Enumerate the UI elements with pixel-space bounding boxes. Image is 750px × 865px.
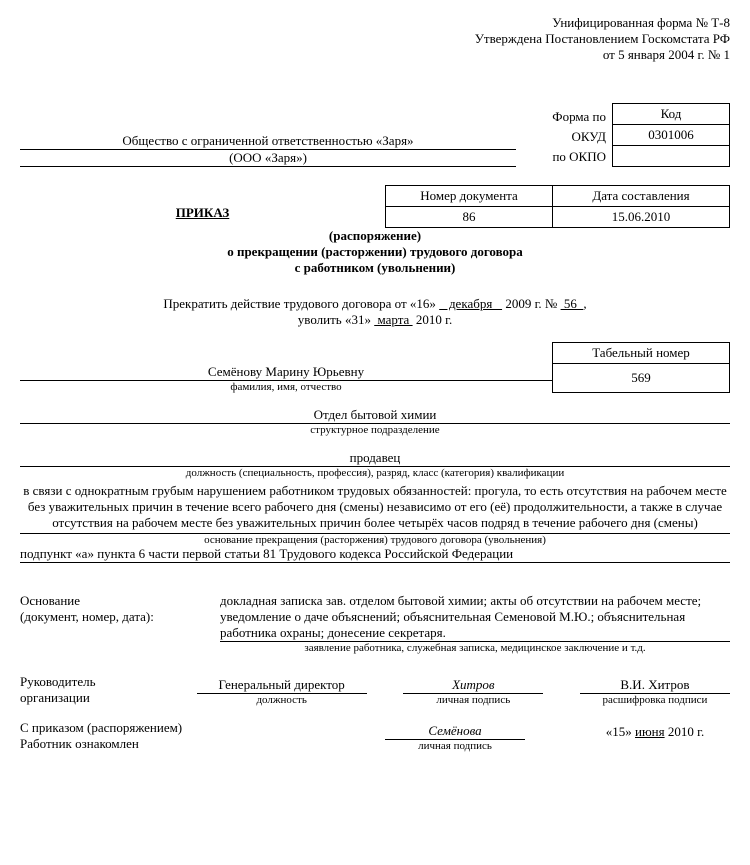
form-header-line1: Унифицированная форма № Т-8 xyxy=(20,15,730,31)
basis-cap: заявление работника, служебная записка, … xyxy=(220,642,730,654)
head-name: В.И. Хитров xyxy=(580,677,730,694)
head-sig-cap: личная подпись xyxy=(403,694,543,706)
basis-label2: (документ, номер, дата): xyxy=(20,609,220,625)
form-header-line2: Утверждена Постановлением Госкомстата РФ xyxy=(20,31,730,47)
doc-date-value: 15.06.2010 xyxy=(553,207,730,228)
codes-table: Код 0301006 xyxy=(612,103,730,167)
emp-fio: Семёнову Марину Юрьевну xyxy=(20,364,552,381)
fire-post: 2010 г. xyxy=(413,312,453,327)
term-month: декабря xyxy=(439,296,502,311)
head-pos-cap: должность xyxy=(197,694,367,706)
org-full: Общество с ограниченной ответственностью… xyxy=(122,133,413,148)
reason-legal: подпункт «а» пункта 6 части первой стать… xyxy=(20,546,730,563)
head-name-cap: расшифровка подписи xyxy=(580,694,730,706)
okud-value: 0301006 xyxy=(613,125,730,146)
emp-date-month: июня xyxy=(635,724,665,739)
doc-num-label: Номер документа xyxy=(386,186,553,207)
emp-dept: Отдел бытовой химии xyxy=(20,407,730,424)
head-sig: Хитров xyxy=(403,677,543,694)
emp-fio-cap: фамилия, имя, отчество xyxy=(20,381,552,393)
tab-table: Табельный номер xyxy=(552,342,730,364)
tab-value: 569 xyxy=(553,364,730,393)
kod-label: Код xyxy=(613,104,730,125)
okud-label: Форма по ОКУД xyxy=(516,107,606,147)
fire-month: марта xyxy=(374,312,412,327)
emp-date-post: 2010 г. xyxy=(665,724,705,739)
basis-label1: Основание xyxy=(20,593,220,609)
doc-num-value: 86 xyxy=(386,207,553,228)
title-prikaz: ПРИКАЗ xyxy=(20,205,385,221)
reason-cap: основание прекращения (расторжения) труд… xyxy=(20,534,730,546)
head-label2: организации xyxy=(20,690,160,706)
emp-date-pre: «15» xyxy=(606,724,635,739)
emp-sig: Семёнова xyxy=(385,723,525,740)
reason-text: в связи с однократным грубым нарушением … xyxy=(20,481,730,534)
doc-date-label: Дата составления xyxy=(553,186,730,207)
emp-pos-cap: должность (специальность, профессия), ра… xyxy=(20,467,730,479)
tab-label: Табельный номер xyxy=(553,343,730,364)
head-pos: Генеральный директор xyxy=(197,677,367,694)
okpo-label: по ОКПО xyxy=(516,147,606,167)
fire-pre: уволить «31» xyxy=(298,312,374,327)
doc-meta-table: Номер документа Дата составления 86 15.0… xyxy=(385,185,730,228)
head-label1: Руководитель xyxy=(20,674,160,690)
emp-pos: продавец xyxy=(20,450,730,467)
org-short: (ООО «Заря») xyxy=(229,150,307,165)
tab-value-table: 569 xyxy=(552,363,730,393)
term-num: 56 xyxy=(561,296,584,311)
okpo-value xyxy=(613,146,730,167)
term-post: 2009 г. № xyxy=(502,296,561,311)
emp-label2: Работник ознакомлен xyxy=(20,736,330,752)
term-pre: Прекратить действие трудового договора о… xyxy=(163,296,439,311)
title-line1: о прекращении (расторжении) трудового до… xyxy=(20,244,730,260)
form-header: Унифицированная форма № Т-8 Утверждена П… xyxy=(20,15,730,63)
emp-label1: С приказом (распоряжением) xyxy=(20,720,330,736)
title-line2: с работником (увольнении) xyxy=(20,260,730,276)
emp-dept-cap: структурное подразделение xyxy=(20,424,730,436)
basis-text: докладная записка зав. отделом бытовой х… xyxy=(220,593,730,642)
title-rasp: (распоряжение) xyxy=(20,228,730,244)
term-end: , xyxy=(583,296,586,311)
emp-sig-cap: личная подпись xyxy=(385,740,525,752)
form-header-line3: от 5 января 2004 г. № 1 xyxy=(20,47,730,63)
